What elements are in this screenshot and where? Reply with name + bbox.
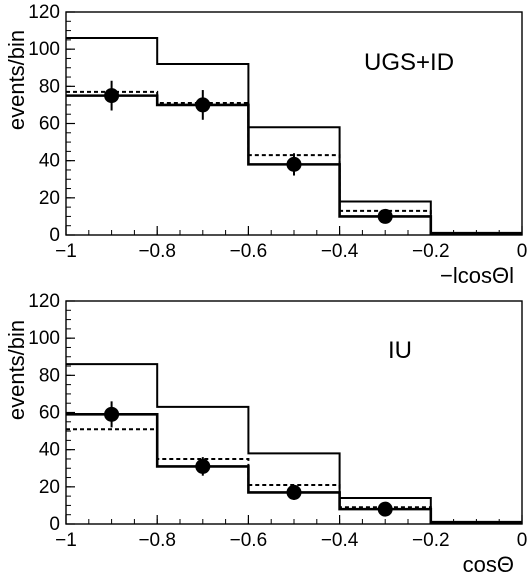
panel-bottom-y-tick-label: 120	[28, 291, 60, 312]
panel-top-y-tick-label: 20	[39, 188, 60, 209]
panel-bottom-x-tick-label: −0.4	[321, 530, 359, 551]
panel-top-plot-frame	[65, 11, 523, 236]
panel-top-x-tick-label: −0.6	[230, 241, 268, 262]
panel-bottom-y-tick-label: 40	[39, 440, 60, 461]
panel-top-x-tick-label: −0.8	[138, 241, 176, 262]
panel-top-y-tick-label: 40	[39, 151, 60, 172]
panel-top-x-tick-label: −0.2	[412, 241, 450, 262]
panel-bottom-x-tick-label: −0.2	[412, 530, 450, 551]
panel-bottom-data-point	[286, 484, 302, 500]
panel-top-x-axis-title: −lcosΘl	[440, 263, 514, 288]
panel-bottom-hist-dashed	[66, 428, 522, 524]
panel-top-y-tick-label: 0	[49, 225, 60, 246]
panel-top-y-axis-title: events/bin	[4, 30, 29, 130]
panel-bottom: −1 −0.8 −0.6 −0.4 −0.2 0 0 20 40 60 80 100 120 event…	[4, 291, 527, 575]
panel-top-x-tick-label: −0.4	[321, 241, 359, 262]
panel-bottom-x-tick-label: −0.8	[138, 530, 176, 551]
panel-bottom-y-axis-title: events/bin	[4, 320, 29, 420]
panel-bottom-x-tick-label: −1	[55, 530, 77, 551]
panel-bottom-hist-solid-thin	[66, 363, 522, 524]
panel-top: −1 −0.8 −0.6 −0.4 −0.2 0 0 20 40 60 80 100 120 event…	[4, 2, 527, 288]
panel-top-data-point	[195, 97, 211, 113]
panel-bottom-data-point	[377, 501, 393, 517]
panel-bottom-y-tick-label: 20	[39, 477, 60, 498]
panel-top-data-point	[286, 156, 302, 172]
panel-bottom-y-tick-label: 60	[39, 403, 60, 424]
panel-top-y-tick-label: 60	[39, 114, 60, 135]
panel-bottom-x-tick-label: −0.6	[230, 530, 268, 551]
panel-top-data-point	[377, 208, 393, 224]
panel-bottom-label: IU	[388, 337, 412, 364]
panel-top-y-tick-label: 120	[28, 2, 60, 23]
panel-top-axes: −1 −0.8 −0.6 −0.4 −0.2 0 0 20 40 60 80 100 120	[28, 2, 527, 262]
panel-top-y-tick-label: 80	[39, 76, 60, 97]
panel-bottom-hist-solid-thick	[66, 413, 522, 524]
panel-top-y-tick-label: 100	[28, 39, 60, 60]
panel-bottom-data-point	[195, 458, 211, 474]
panel-bottom-y-tick-label: 80	[39, 365, 60, 386]
panel-bottom-y-tick-label: 0	[49, 514, 60, 535]
panel-bottom-data-point	[104, 406, 120, 422]
panel-bottom-x-axis-title: cosΘ	[463, 552, 514, 575]
panel-top-label: UGS+ID	[364, 49, 454, 76]
panel-bottom-axes: −1 −0.8 −0.6 −0.4 −0.2 0 0 20 40 60 80 100 120	[28, 291, 527, 551]
panel-top-x-tick-label: 0	[517, 241, 528, 262]
panel-top-x-tick-label: −1	[55, 241, 77, 262]
panel-bottom-x-tick-label: 0	[517, 530, 528, 551]
panel-top-data-point	[104, 88, 120, 104]
panel-bottom-y-tick-label: 100	[28, 328, 60, 349]
